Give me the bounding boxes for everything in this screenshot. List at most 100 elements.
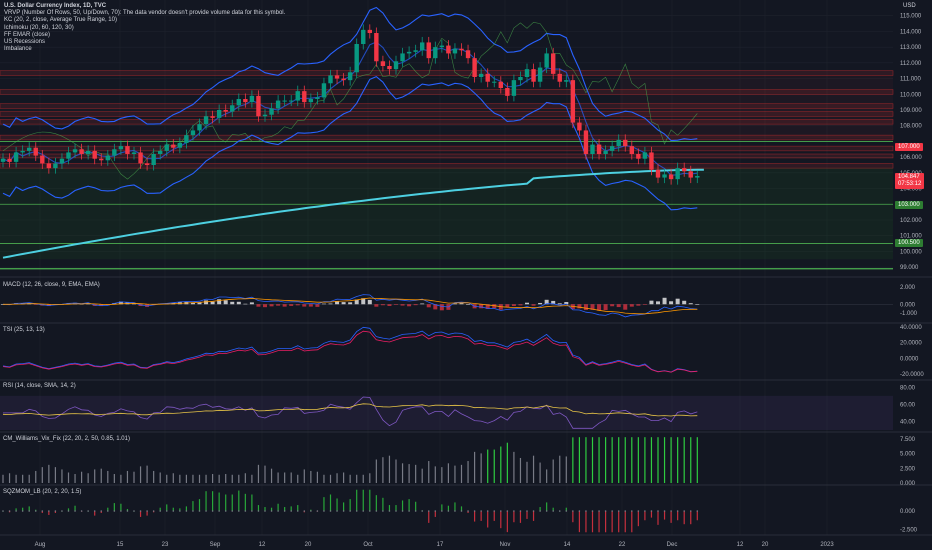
macd-histogram-bar	[387, 304, 392, 307]
sqz-dot	[120, 510, 122, 512]
sqz-dot	[532, 510, 535, 512]
macd-histogram-bar	[479, 304, 484, 309]
sqz-pane-label[interactable]: SQZMOM_LB (20, 2, 20, 1.5)	[3, 489, 82, 495]
vix-bar	[120, 474, 122, 483]
vix-bar	[113, 474, 115, 483]
sqz-bar	[48, 511, 50, 515]
vix-bar	[28, 474, 30, 483]
vix-bar	[624, 437, 626, 483]
candle-body	[695, 176, 700, 178]
candle-body	[537, 67, 543, 82]
rsi-band	[0, 395, 893, 430]
macd-histogram-bar	[485, 304, 490, 309]
sqz-dot	[231, 510, 234, 512]
vix-bar	[35, 470, 37, 483]
price-tick-label: 99.000	[900, 265, 919, 271]
vix-bar	[401, 463, 404, 483]
vix-pane-label[interactable]: CM_Williams_Vix_Fix (22, 20, 2, 50, 0.85…	[3, 436, 130, 442]
sqz-bar	[650, 511, 653, 518]
sqz-dot	[519, 510, 522, 512]
macd-tick-label: 2.000	[900, 285, 916, 291]
candle-body	[609, 146, 615, 151]
indicator-ff-emar[interactable]: FF EMAR (close)	[4, 31, 51, 38]
candle-body	[439, 45, 445, 48]
rsi-pane-label[interactable]: RSI (14, close, SMA, 14, 2)	[3, 383, 76, 389]
macd-histogram-bar	[426, 304, 431, 308]
macd-histogram-bar	[511, 304, 516, 306]
sqz-dot	[211, 510, 214, 512]
candle-body	[603, 150, 608, 154]
sqz-bar	[683, 511, 685, 525]
candle-body	[184, 135, 189, 143]
candle-body	[341, 78, 346, 81]
sqz-bar	[532, 511, 535, 521]
sqz-dot	[8, 510, 11, 512]
macd-histogram-bar	[197, 302, 202, 305]
candle-body	[393, 61, 399, 70]
rsi-line	[3, 396, 698, 429]
candle-body	[295, 91, 300, 101]
vix-bar	[506, 442, 508, 483]
candle-body	[99, 158, 104, 161]
macd-histogram-bar	[328, 303, 333, 305]
sqz-dot	[375, 510, 378, 512]
macd-histogram-bar	[505, 304, 510, 308]
sqz-dot	[631, 510, 633, 512]
indicator-ichimoku[interactable]: Ichimoku (20, 60, 120, 30)	[4, 24, 74, 31]
sqz-bar	[454, 502, 456, 511]
tsi-tick-label: 0.0000	[900, 356, 919, 362]
candle-body	[125, 146, 130, 154]
sqz-bar	[166, 504, 168, 511]
imbalance-zone	[0, 89, 894, 95]
candle-body	[675, 168, 680, 180]
sqz-bar	[238, 490, 240, 511]
macd-histogram-bar	[33, 304, 38, 305]
indicator-us-recessions[interactable]: US Recessions	[4, 39, 46, 46]
symbol-title[interactable]: U.S. Dollar Currency Index, 1D, TVC	[4, 3, 107, 9]
sqz-bar	[467, 511, 469, 513]
sqz-dot	[611, 510, 613, 512]
indicator-vrvp[interactable]: VRVP (Number Of Rows, 50, Up/Down, 70): …	[4, 10, 286, 17]
sqz-dot	[277, 510, 279, 512]
sqz-dot	[329, 510, 332, 512]
sqz-bar	[297, 505, 299, 511]
keltner-lower	[2, 75, 698, 211]
macd-histogram-bar	[204, 300, 209, 305]
sqz-dot	[185, 510, 188, 512]
vix-bar	[336, 473, 338, 483]
vix-bar	[146, 465, 148, 483]
candle-body	[668, 174, 674, 180]
sqz-bar	[624, 511, 626, 533]
vix-bar	[480, 453, 482, 483]
price-tick-label: 104.000	[900, 187, 922, 193]
sqz-bar	[572, 511, 574, 523]
vix-bar	[591, 437, 594, 483]
macd-pane-label[interactable]: MACD (12, 26, close, 9, EMA, EMA)	[3, 282, 100, 288]
candle-body	[623, 139, 628, 147]
candle-body	[387, 66, 392, 70]
macd-histogram-bar	[380, 304, 385, 306]
sqz-dot	[238, 510, 240, 512]
indicator-imbalance[interactable]: Imbalance	[4, 46, 32, 53]
tsi-pane-label[interactable]: TSI (25, 13, 13)	[3, 327, 45, 333]
candle-body	[230, 105, 235, 112]
candle-body	[629, 146, 634, 154]
sqz-bar	[585, 511, 587, 533]
chart-legend: U.S. Dollar Currency Index, 1D, TVC VRVP…	[4, 3, 285, 53]
macd-histogram-bar	[629, 304, 634, 307]
sqz-bar	[146, 511, 148, 516]
candle-body	[328, 75, 333, 84]
vix-tick-label: 7.500	[900, 437, 916, 443]
indicator-kc[interactable]: KC (20, 2, close, Average True Range, 10…	[4, 17, 117, 24]
vix-tick-label: 5.000	[900, 452, 916, 458]
vix-bar	[205, 474, 207, 483]
candle-body	[524, 69, 530, 77]
candle-body	[216, 110, 222, 118]
candle-body	[511, 80, 517, 96]
imbalance-zone	[0, 111, 894, 117]
macd-histogram-bar	[361, 298, 366, 305]
sqz-dot	[565, 510, 568, 512]
sqz-dot	[545, 510, 548, 512]
tsi-tick-label: -20.0000	[900, 372, 924, 378]
